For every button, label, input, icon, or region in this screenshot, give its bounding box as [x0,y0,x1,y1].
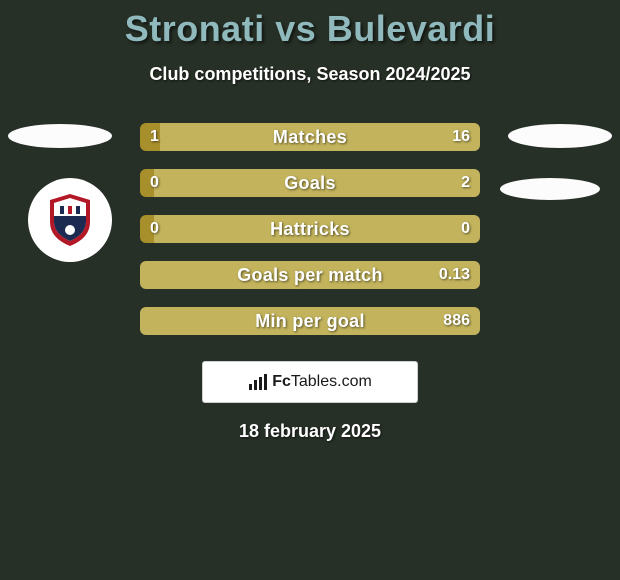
placeholder-oval [8,124,112,148]
stat-value-left: 0 [150,174,159,192]
stat-value-right: 0 [461,220,470,238]
stat-label: Goals per match [140,265,480,286]
stat-value-right: 886 [443,312,470,330]
brand-box: FcTables.com [202,361,418,403]
stat-value-right: 16 [452,128,470,146]
brand-text: FcTables.com [272,373,372,391]
content: Stronati vs Bulevardi Club competitions,… [0,0,620,580]
subtitle: Club competitions, Season 2024/2025 [149,64,470,85]
stat-label: Min per goal [140,311,480,332]
stat-bar: Goals0 2 [140,169,480,197]
club-badge [28,178,112,262]
stat-value-right: 0.13 [439,266,470,284]
stat-label: Matches [140,127,480,148]
stat-label: Hattricks [140,219,480,240]
stat-value-right: 2 [461,174,470,192]
bar-chart-icon [248,373,268,391]
stat-bar: Hattricks0 0 [140,215,480,243]
comparison-bars: Matches116Goals02Hattricks00Goals per ma… [140,123,480,335]
date-label: 18 february 2025 [239,421,381,442]
shield-icon [46,192,94,248]
stat-value-left: 0 [150,220,159,238]
stat-label: Goals [140,173,480,194]
stat-bar: Min per goal886 [140,307,480,335]
page-title: Stronati vs Bulevardi [125,8,496,50]
stat-bar: Matches1 16 [140,123,480,151]
placeholder-oval [508,124,612,148]
stat-bar: Goals per match0.13 [140,261,480,289]
placeholder-oval [500,178,600,200]
stat-value-left: 1 [150,128,159,146]
